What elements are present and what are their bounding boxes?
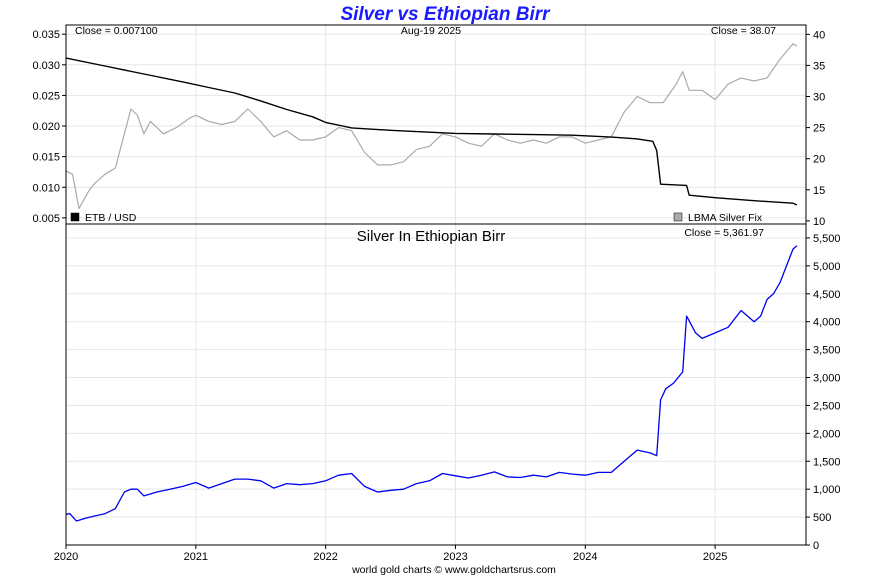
legend-label-silver: LBMA Silver Fix	[688, 212, 763, 224]
lower-right-tick-label: 5,500	[813, 233, 841, 245]
x-tick-label: 2023	[443, 551, 467, 563]
upper-right-tick-label: 20	[813, 154, 825, 166]
upper-left-tick-label: 0.010	[32, 182, 60, 194]
legend-label-etb: ETB / USD	[85, 212, 137, 224]
x-tick-label: 2020	[54, 551, 78, 563]
lower-right-tick-label: 2,500	[813, 400, 841, 412]
lower-right-tick-label: 1,500	[813, 456, 841, 468]
upper-left-axis: 0.005 0.010 0.015 0.020 0.025 0.030 0.035	[32, 29, 66, 225]
lower-right-tick-label: 5,000	[813, 261, 841, 273]
chart-title: Silver vs Ethiopian Birr	[340, 4, 551, 25]
upper-date-label: Aug-19 2025	[401, 25, 461, 37]
upper-left-tick-label: 0.005	[32, 213, 60, 225]
lower-panel-frame	[65, 223, 807, 546]
upper-panel-grid	[65, 25, 806, 224]
x-axis: 2020 2021 2022 2023 2024 2025	[54, 545, 727, 563]
lower-panel-grid	[65, 224, 806, 546]
legend-swatch-etb	[70, 212, 80, 222]
lower-right-axis: 0 500 1,000 1,500 2,000 2,500 3,000 3,500 4,000 4…	[806, 233, 841, 552]
upper-right-tick-label: 40	[813, 29, 825, 41]
etb-usd-line	[65, 57, 798, 206]
legend-swatch-silver	[673, 212, 683, 222]
upper-left-tick-label: 0.020	[32, 121, 60, 133]
upper-panel-series	[65, 43, 798, 210]
upper-right-tick-label: 10	[813, 216, 825, 228]
lower-right-tick-label: 1,000	[813, 484, 841, 496]
lower-right-tick-label: 2,000	[813, 428, 841, 440]
lower-right-tick-label: 4,000	[813, 317, 841, 329]
x-tick-label: 2021	[184, 551, 208, 563]
upper-left-tick-label: 0.025	[32, 90, 60, 102]
lower-close-label: Close = 5,361.97	[684, 227, 764, 239]
footer-credit: world gold charts © www.goldchartsrus.co…	[351, 564, 556, 575]
lower-right-tick-label: 3,000	[813, 373, 841, 385]
silver-usd-line	[65, 43, 798, 210]
upper-right-tick-label: 30	[813, 92, 825, 104]
upper-right-tick-label: 35	[813, 60, 825, 72]
x-tick-label: 2024	[573, 551, 597, 563]
upper-right-tick-label: 25	[813, 123, 825, 135]
upper-left-tick-label: 0.015	[32, 152, 60, 164]
lower-right-tick-label: 3,500	[813, 345, 841, 357]
upper-left-tick-label: 0.035	[32, 29, 60, 41]
upper-left-close: Close = 0.007100	[75, 25, 158, 37]
lower-panel-title: Silver In Ethiopian Birr	[357, 228, 505, 245]
lower-right-tick-label: 4,500	[813, 289, 841, 301]
upper-right-close: Close = 38.07	[711, 25, 776, 37]
lower-panel-series	[65, 245, 798, 522]
upper-left-tick-label: 0.030	[32, 60, 60, 72]
upper-right-axis: 10 15 20 25 30 35 40	[806, 29, 825, 228]
lower-right-tick-label: 0	[813, 540, 819, 552]
x-tick-label: 2025	[703, 551, 727, 563]
upper-right-tick-label: 15	[813, 185, 825, 197]
silver-birr-line	[65, 245, 798, 522]
lower-right-tick-label: 500	[813, 512, 831, 524]
x-tick-label: 2022	[313, 551, 337, 563]
upper-legend: ETB / USD LBMA Silver Fix	[70, 212, 763, 224]
upper-panel-frame	[65, 24, 807, 225]
